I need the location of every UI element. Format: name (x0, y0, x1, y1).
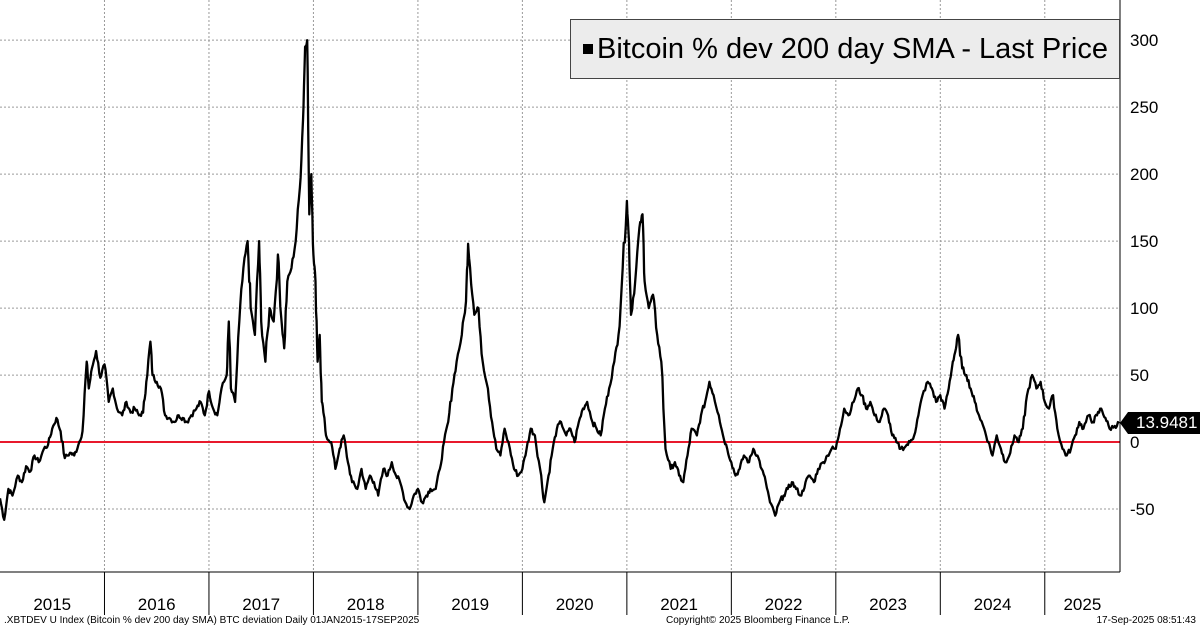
y-tick-label: 150 (1130, 232, 1158, 251)
x-tick-label: 2020 (556, 595, 594, 614)
x-tick-label: 2023 (869, 595, 907, 614)
x-axis-tick-labels: 2015 2016 2017 2018 2019 2020 2021 2022 2023 2024… (33, 595, 1101, 614)
legend-label: Bitcoin % dev 200 day SMA - Last Price (597, 32, 1108, 65)
x-axis-year-dividers (0, 0, 1121, 615)
y-tick-label: -50 (1130, 500, 1155, 519)
x-tick-label: 2025 (1063, 595, 1101, 614)
y-tick-label: 250 (1130, 98, 1158, 117)
footer-timestamp: 17-Sep-2025 08:51:43 (1096, 615, 1196, 626)
last-value-pointer (1120, 412, 1128, 435)
series-line (0, 39, 1120, 521)
y-tick-label: 50 (1130, 366, 1149, 385)
legend-swatch (583, 44, 593, 54)
y-tick-label: 200 (1130, 165, 1158, 184)
x-tick-label: 2018 (347, 595, 385, 614)
y-tick-label: 100 (1130, 299, 1158, 318)
x-tick-label: 2024 (974, 595, 1012, 614)
x-tick-label: 2016 (138, 595, 176, 614)
y-tick-label: 300 (1130, 31, 1158, 50)
x-tick-label: 2019 (451, 595, 489, 614)
x-tick-label: 2017 (242, 595, 280, 614)
x-tick-label: 2021 (660, 595, 698, 614)
horizontal-gridlines (0, 39, 1120, 510)
y-tick-label: 0 (1130, 433, 1139, 452)
x-tick-label: 2022 (765, 595, 803, 614)
footer-index-description: .XBTDEV U Index (Bitcoin % dev 200 day S… (4, 615, 420, 626)
legend: Bitcoin % dev 200 day SMA - Last Price (570, 19, 1120, 79)
y-axis-tick-labels: -50 0 50 100 150 200 250 300 (1130, 31, 1158, 519)
x-tick-label: 2015 (33, 595, 71, 614)
last-value-badge: 13.9481 (1128, 412, 1200, 435)
footer-copyright: Copyright© 2025 Bloomberg Finance L.P. (666, 615, 850, 626)
vertical-gridlines (103, 0, 1046, 572)
